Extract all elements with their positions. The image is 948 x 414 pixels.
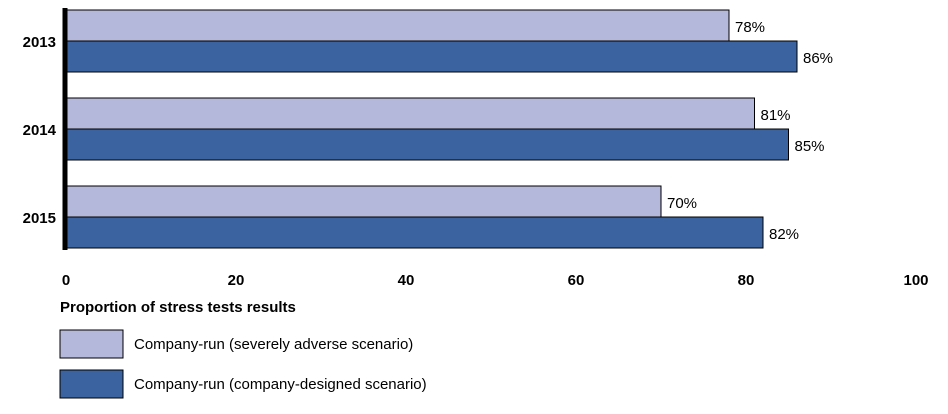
x-tick-label-80: 80 <box>738 272 755 289</box>
category-label-2013: 2013 <box>23 34 56 51</box>
bar-2015-series-2 <box>65 216 764 249</box>
data-label-2014-series-1: 81% <box>761 107 791 124</box>
bars-group <box>65 9 798 249</box>
bar-2014-series-2 <box>65 128 789 161</box>
bar-2013-series-2 <box>65 40 798 73</box>
x-tick-label-20: 20 <box>228 272 245 289</box>
bar-2015-series-1 <box>65 185 662 218</box>
bar-2013-series-1 <box>65 9 730 42</box>
legend-label-series-2: Company-run (company-designed scenario) <box>134 376 427 393</box>
x-tick-label-100: 100 <box>903 272 928 289</box>
data-label-2013-series-1: 78% <box>735 19 765 36</box>
category-label-2015: 2015 <box>23 210 56 227</box>
legend-label-series-1: Company-run (severely adverse scenario) <box>134 336 413 353</box>
x-tick-label-0: 0 <box>62 272 70 289</box>
x-tick-labels-group: 0 20 40 60 80 100 <box>62 272 929 289</box>
x-tick-label-40: 40 <box>398 272 415 289</box>
bar-2014-series-1 <box>65 97 755 130</box>
category-label-2014: 2014 <box>23 122 57 139</box>
legend: Company-run (severely adverse scenario) C… <box>59 329 427 399</box>
legend-swatch-series-1 <box>59 329 124 359</box>
data-label-2013-series-2: 86% <box>803 50 833 67</box>
data-label-2014-series-2: 85% <box>795 138 825 155</box>
category-labels-group: 2013 2014 2015 <box>23 34 57 227</box>
data-label-2015-series-1: 70% <box>667 195 697 212</box>
data-labels-group: 78% 86% 81%85% 70% 82% <box>667 19 833 243</box>
x-axis-title: Proportion of stress tests results <box>60 299 296 316</box>
data-label-2015-series-2: 82% <box>769 226 799 243</box>
x-tick-label-60: 60 <box>568 272 585 289</box>
legend-swatch-series-2 <box>59 369 124 399</box>
